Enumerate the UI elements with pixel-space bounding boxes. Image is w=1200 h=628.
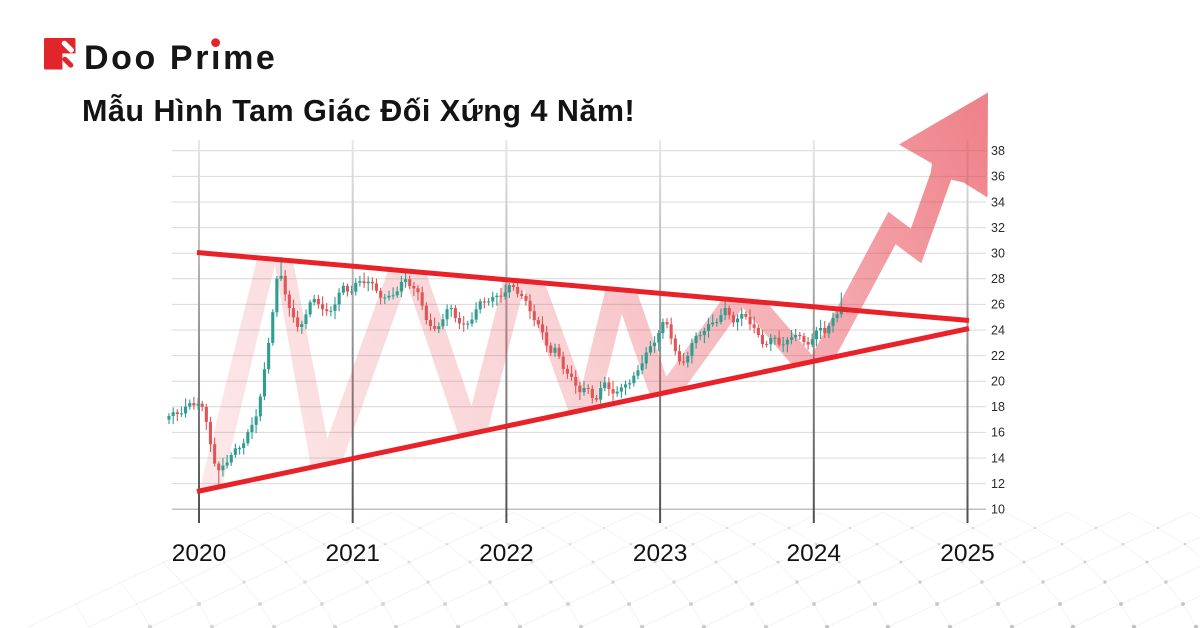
svg-text:2021: 2021	[325, 540, 380, 567]
svg-text:Doo Prıme: Doo Prıme	[84, 39, 277, 77]
svg-text:10: 10	[991, 503, 1005, 517]
svg-text:32: 32	[991, 221, 1005, 235]
svg-text:24: 24	[991, 323, 1005, 337]
svg-text:14: 14	[991, 451, 1005, 465]
svg-text:18: 18	[991, 400, 1005, 414]
svg-text:22: 22	[991, 349, 1005, 363]
svg-text:2024: 2024	[787, 540, 842, 567]
svg-text:16: 16	[991, 426, 1005, 440]
svg-text:2020: 2020	[172, 540, 227, 567]
svg-text:30: 30	[991, 247, 1005, 261]
svg-text:20: 20	[991, 375, 1005, 389]
svg-text:2022: 2022	[479, 540, 534, 567]
svg-text:34: 34	[991, 195, 1005, 209]
svg-text:28: 28	[991, 272, 1005, 286]
svg-text:12: 12	[991, 477, 1005, 491]
svg-text:26: 26	[991, 298, 1005, 312]
svg-text:38: 38	[991, 144, 1005, 158]
svg-text:Mẫu Hình Tam Giác Đối Xứng 4 N: Mẫu Hình Tam Giác Đối Xứng 4 Năm!	[82, 93, 635, 128]
svg-text:36: 36	[991, 170, 1005, 184]
svg-text:2023: 2023	[633, 540, 688, 567]
svg-text:2025: 2025	[940, 540, 995, 567]
